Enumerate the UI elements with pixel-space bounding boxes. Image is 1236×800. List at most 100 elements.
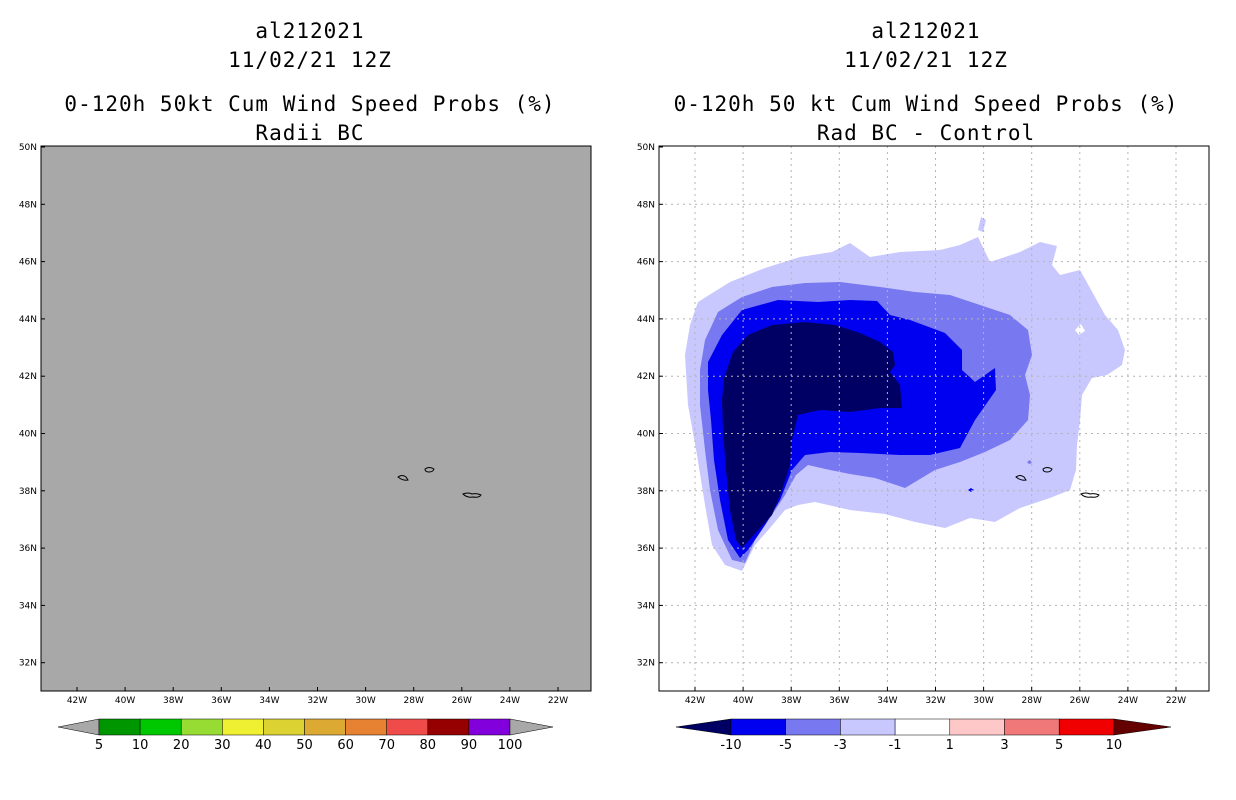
left-cbar-bin-3: [222, 718, 264, 736]
right-cbar-label-5: 5: [1055, 738, 1063, 753]
right-island-terceira: [1042, 467, 1053, 473]
right-product: 0-120h 50 kt Cum Wind Speed Probs (%): [673, 92, 1179, 116]
right-colorbar: -10 -5 -3 -1 1 3 5 10: [675, 718, 1172, 753]
right-cbar-bin-0: [730, 718, 786, 736]
left-island-terceira: [424, 467, 435, 473]
right-cbar-label--1: -1: [889, 738, 902, 753]
left-cbar-bin-8: [427, 718, 470, 736]
contour-minus10: [722, 322, 902, 548]
left-cbar-label-100: 100: [498, 738, 523, 753]
lat-label-46N: 46N: [637, 258, 655, 268]
left-cbar-end-high: [509, 718, 554, 736]
right-gridlines: [659, 146, 1209, 691]
left-colorbar: 5 10 20 30 40 50 60 70 80 90 100: [57, 718, 554, 753]
right-subtitle: Rad BC - Control: [816, 121, 1036, 145]
right-cbar-label-1: 1: [946, 738, 954, 753]
right-cbar-label--10: -10: [720, 738, 741, 753]
right-axis-ticks: 50N 48N 46N 44N 42N 40N 38N 36N 34N 32N 42W 40W 38W 3…: [637, 143, 1186, 706]
lat-label-32N: 32N: [19, 659, 37, 669]
left-cbar-bin-5: [304, 718, 346, 736]
right-title: al212021 11/02/21 12Z 0-120h 50 kt Cum W…: [646, 17, 1206, 148]
left-date: 11/02/21 12Z: [228, 48, 392, 72]
lat-label-38N: 38N: [19, 487, 37, 497]
lon-label-32W: 32W: [925, 696, 945, 706]
left-storm-id: al212021: [255, 19, 365, 43]
left-cbar-label-60: 60: [337, 738, 354, 753]
left-cbar-bin-9: [468, 718, 511, 736]
left-title: al212021 11/02/21 12Z 0-120h 50kt Cum Wi…: [30, 17, 590, 148]
right-island-pico: [1015, 475, 1027, 481]
lat-label-42N: 42N: [19, 372, 37, 382]
left-product: 0-120h 50kt Cum Wind Speed Probs (%): [64, 92, 556, 116]
left-map-field: [41, 146, 591, 691]
left-axis-ticks: 50N 48N 46N 44N 42N 40N 38N 36N 34N 32N 42W 40W 38W 3…: [19, 143, 568, 706]
lat-label-36N: 36N: [19, 544, 37, 554]
lat-label-36N: 36N: [637, 544, 655, 554]
lon-label-24W: 24W: [500, 696, 520, 706]
right-cbar-label--3: -3: [834, 738, 847, 753]
lon-label-28W: 28W: [404, 696, 424, 706]
lat-label-50N: 50N: [19, 143, 37, 153]
left-cbar-label-5: 5: [95, 738, 103, 753]
lon-label-32W: 32W: [307, 696, 327, 706]
lon-label-36W: 36W: [829, 696, 849, 706]
left-azores-islands: [397, 467, 482, 498]
lon-label-24W: 24W: [1118, 696, 1138, 706]
right-cbar-bin-5: [1004, 718, 1060, 736]
right-cbar-label--5: -5: [779, 738, 792, 753]
left-cbar-bin-4: [263, 718, 305, 736]
left-cbar-label-10: 10: [132, 738, 149, 753]
right-date: 11/02/21 12Z: [844, 48, 1008, 72]
left-cbar-end-low: [57, 718, 100, 736]
lon-label-28W: 28W: [1022, 696, 1042, 706]
right-cbar-bin-6: [1058, 718, 1115, 736]
lat-label-42N: 42N: [637, 372, 655, 382]
lat-label-40N: 40N: [637, 430, 655, 440]
left-cbar-bin-7: [386, 718, 429, 736]
left-cbar-label-20: 20: [173, 738, 190, 753]
lon-label-40W: 40W: [115, 696, 135, 706]
lat-label-40N: 40N: [19, 430, 37, 440]
right-azores-islands: [1015, 467, 1100, 498]
right-cbar-bin-4: [949, 718, 1005, 736]
left-cbar-bin-2: [180, 718, 223, 736]
left-cbar-bin-1: [139, 718, 182, 736]
lat-label-44N: 44N: [19, 315, 37, 325]
left-cbar-label-50: 50: [296, 738, 313, 753]
lat-label-44N: 44N: [637, 315, 655, 325]
left-cbar-label-90: 90: [461, 738, 478, 753]
lon-label-30W: 30W: [355, 696, 375, 706]
left-cbar-bin-0: [98, 718, 141, 736]
lon-label-42W: 42W: [67, 696, 87, 706]
lat-label-34N: 34N: [637, 601, 655, 611]
left-cbar-bin-6: [345, 718, 387, 736]
lat-label-48N: 48N: [19, 200, 37, 210]
right-island-sao-miguel: [1080, 492, 1100, 498]
right-storm-id: al212021: [871, 19, 981, 43]
left-subtitle: Radii BC: [255, 121, 365, 145]
left-island-pico: [397, 475, 409, 481]
cell-white-notch: [1075, 324, 1085, 335]
left-cbar-label-80: 80: [420, 738, 437, 753]
lon-label-38W: 38W: [781, 696, 801, 706]
lon-label-22W: 22W: [1166, 696, 1186, 706]
lon-label-40W: 40W: [733, 696, 753, 706]
cell-small-2: [1027, 460, 1032, 464]
left-cbar-label-40: 40: [255, 738, 272, 753]
lat-label-48N: 48N: [637, 200, 655, 210]
lat-label-32N: 32N: [637, 659, 655, 669]
lon-label-22W: 22W: [548, 696, 568, 706]
contour-minus1-spike: [978, 217, 986, 232]
right-cbar-end-low: [675, 718, 732, 736]
lat-label-46N: 46N: [19, 258, 37, 268]
lon-label-26W: 26W: [1070, 696, 1090, 706]
right-map-frame: [658, 145, 1210, 692]
right-cbar-label-10: 10: [1106, 738, 1123, 753]
right-map: 50N 48N 46N 44N 42N 40N 38N 36N 34N 32N 42W 40W 38W 3…: [637, 143, 1210, 706]
right-cbar-bin-3: [894, 718, 951, 736]
lat-label-34N: 34N: [19, 601, 37, 611]
lon-label-36W: 36W: [211, 696, 231, 706]
lon-label-34W: 34W: [259, 696, 279, 706]
left-island-sao-miguel: [462, 492, 482, 498]
